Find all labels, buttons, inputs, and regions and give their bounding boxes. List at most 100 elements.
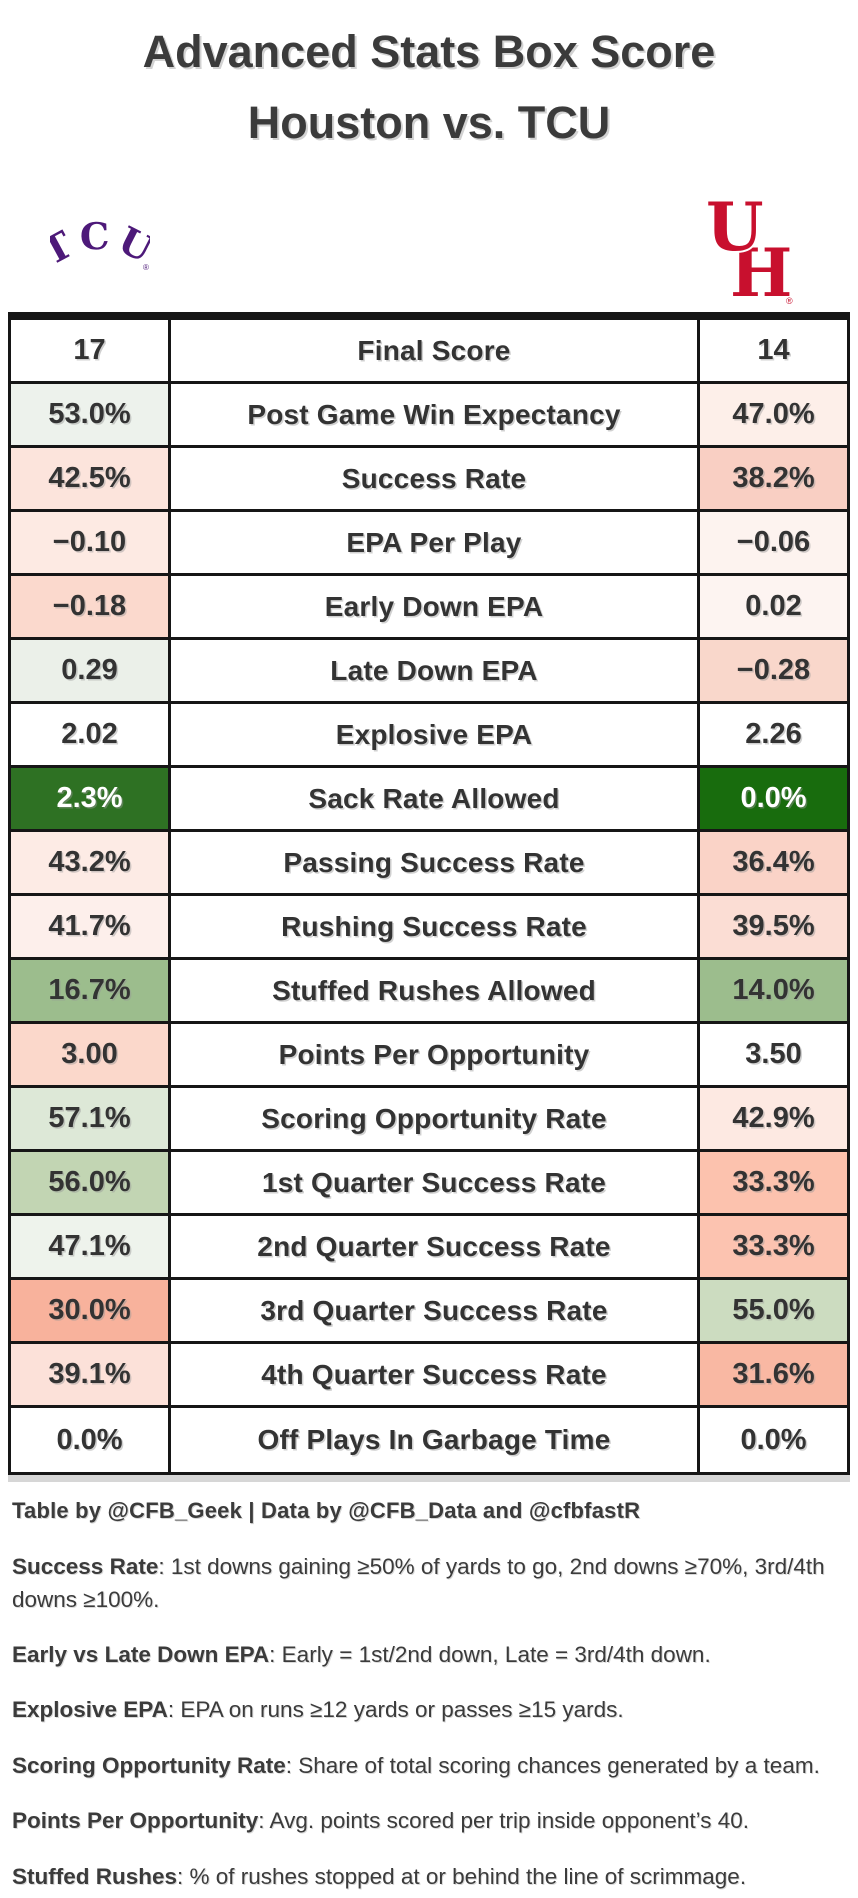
tcu-value-cell: 3.00 [11,1024,168,1086]
uh-value-cell: 2.26 [697,704,847,766]
uh-value-cell: −0.06 [697,512,847,574]
footnote-success-rate: Success Rate: 1st downs gaining ≥50% of … [12,1551,846,1616]
uh-registered-mark: ® [786,296,793,306]
uh-value-cell: 42.9% [697,1088,847,1150]
advanced-stats-table: 17 Final Score 14 53.0% Post Game Win Ex… [8,312,850,1476]
tcu-value-cell: 2.3% [11,768,168,830]
uh-value-cell: 14 [697,320,847,382]
stat-name-cell: Late Down EPA [168,640,697,702]
table-row-stuffed-rushes-allowed: 16.7% Stuffed Rushes Allowed 14.0% [11,960,847,1025]
uh-value-cell: 38.2% [697,448,847,510]
uh-value-cell: 31.6% [697,1344,847,1406]
table-row-3rd-quarter-success-rate: 30.0% 3rd Quarter Success Rate 55.0% [11,1280,847,1345]
uh-value-cell: 36.4% [697,832,847,894]
tcu-value-cell: 16.7% [11,960,168,1022]
uh-value-cell: 39.5% [697,896,847,958]
footnote-label: Early vs Late Down EPA [12,1641,270,1667]
uh-value-cell: 55.0% [697,1280,847,1342]
stat-name-cell: Success Rate [168,448,697,510]
footnote-points-per-opportunity: Points Per Opportunity: Avg. points scor… [12,1805,846,1837]
stat-name-cell: Off Plays In Garbage Time [168,1408,697,1473]
table-row-2nd-quarter-success-rate: 47.1% 2nd Quarter Success Rate 33.3% [11,1216,847,1281]
tcu-value-cell: 2.02 [11,704,168,766]
title-line-1: Advanced Stats Box Score [142,26,716,77]
table-row-post-game-win-expectancy: 53.0% Post Game Win Expectancy 47.0% [11,384,847,449]
tcu-value-cell: 41.7% [11,896,168,958]
stat-name-cell: Sack Rate Allowed [168,768,697,830]
svg-text:TCU: TCU [50,220,150,272]
houston-uh-logo-icon: H U ® [704,188,794,308]
stat-name-cell: Post Game Win Expectancy [168,384,697,446]
tcu-logo-text: TCU [50,220,150,272]
footnote-label: Scoring Opportunity Rate [12,1752,286,1778]
table-row-4th-quarter-success-rate: 39.1% 4th Quarter Success Rate 31.6% [11,1344,847,1409]
tcu-logo-icon: TCU ® [50,220,150,272]
tcu-value-cell: 17 [11,320,168,382]
table-row-success-rate: 42.5% Success Rate 38.2% [11,448,847,513]
stat-name-cell: 4th Quarter Success Rate [168,1344,697,1406]
footnote-text: : EPA on runs ≥12 yards or passes ≥15 ya… [167,1697,624,1723]
stat-name-cell: Early Down EPA [168,576,697,638]
page-title: Advanced Stats Box Score Houston vs. TCU [0,0,858,158]
uh-value-cell: 47.0% [697,384,847,446]
table-row-explosive-epa: 2.02 Explosive EPA 2.26 [11,704,847,769]
table-row-final-score: 17 Final Score 14 [11,320,847,385]
stat-name-cell: Final Score [168,320,697,382]
uh-logo-letter-h: H [730,234,792,308]
uh-value-cell: 0.02 [697,576,847,638]
footnote-early-vs-late-down-epa: Early vs Late Down EPA: Early = 1st/2nd … [12,1639,846,1671]
footnote-label: Success Rate [12,1554,159,1580]
table-row-epa-per-play: −0.10 EPA Per Play −0.06 [11,512,847,577]
footnote-text: : % of rushes stopped at or behind the l… [177,1863,747,1889]
tcu-value-cell: 42.5% [11,448,168,510]
stat-name-cell: 2nd Quarter Success Rate [168,1216,697,1278]
table-row-sack-rate-allowed: 2.3% Sack Rate Allowed 0.0% [11,768,847,833]
tcu-value-cell: 47.1% [11,1216,168,1278]
stat-name-cell: Scoring Opportunity Rate [168,1088,697,1150]
footer-notes: Table by @CFB_Geek | Data by @CFB_Data a… [12,1498,846,1893]
stat-name-cell: 3rd Quarter Success Rate [168,1280,697,1342]
uh-value-cell: −0.28 [697,640,847,702]
team-logos-row: TCU ® H U ® [0,164,858,312]
uh-value-cell: 0.0% [697,768,847,830]
table-row-off-plays-in-garbage-time: 0.0% Off Plays In Garbage Time 0.0% [11,1408,847,1473]
table-row-points-per-opportunity: 3.00 Points Per Opportunity 3.50 [11,1024,847,1089]
table-row-late-down-epa: 0.29 Late Down EPA −0.28 [11,640,847,705]
tcu-value-cell: 57.1% [11,1088,168,1150]
tcu-value-cell: 30.0% [11,1280,168,1342]
table-row-1st-quarter-success-rate: 56.0% 1st Quarter Success Rate 33.3% [11,1152,847,1217]
tcu-value-cell: 56.0% [11,1152,168,1214]
stat-name-cell: Explosive EPA [168,704,697,766]
table-row-scoring-opportunity-rate: 57.1% Scoring Opportunity Rate 42.9% [11,1088,847,1153]
tcu-value-cell: −0.18 [11,576,168,638]
stat-name-cell: Points Per Opportunity [168,1024,697,1086]
uh-value-cell: 33.3% [697,1216,847,1278]
tcu-registered-mark: ® [143,263,149,272]
tcu-value-cell: −0.10 [11,512,168,574]
tcu-value-cell: 43.2% [11,832,168,894]
tcu-value-cell: 53.0% [11,384,168,446]
uh-value-cell: 0.0% [697,1408,847,1473]
stat-name-cell: Stuffed Rushes Allowed [168,960,697,1022]
tcu-value-cell: 0.0% [11,1408,168,1473]
uh-value-cell: 33.3% [697,1152,847,1214]
stat-name-cell: 1st Quarter Success Rate [168,1152,697,1214]
attribution-line: Table by @CFB_Geek | Data by @CFB_Data a… [12,1498,641,1524]
footnote-scoring-opportunity-rate: Scoring Opportunity Rate: Share of total… [12,1750,846,1782]
tcu-value-cell: 0.29 [11,640,168,702]
stat-name-cell: Rushing Success Rate [168,896,697,958]
tcu-value-cell: 39.1% [11,1344,168,1406]
footnote-label: Points Per Opportunity [12,1808,259,1834]
table-row-passing-success-rate: 43.2% Passing Success Rate 36.4% [11,832,847,897]
table-row-early-down-epa: −0.18 Early Down EPA 0.02 [11,576,847,641]
footnote-label: Stuffed Rushes [12,1863,178,1889]
stat-name-cell: EPA Per Play [168,512,697,574]
footnote-stuffed-rushes: Stuffed Rushes: % of rushes stopped at o… [12,1861,846,1893]
title-line-2: Houston vs. TCU [247,97,611,149]
footnote-explosive-epa: Explosive EPA: EPA on runs ≥12 yards or … [12,1694,846,1726]
uh-value-cell: 3.50 [697,1024,847,1086]
footnote-text: : Early = 1st/2nd down, Late = 3rd/4th d… [269,1641,711,1667]
footnote-text: : Avg. points scored per trip inside opp… [258,1808,750,1834]
footnote-label: Explosive EPA [12,1697,168,1723]
table-bottom-shadow [8,1475,850,1483]
